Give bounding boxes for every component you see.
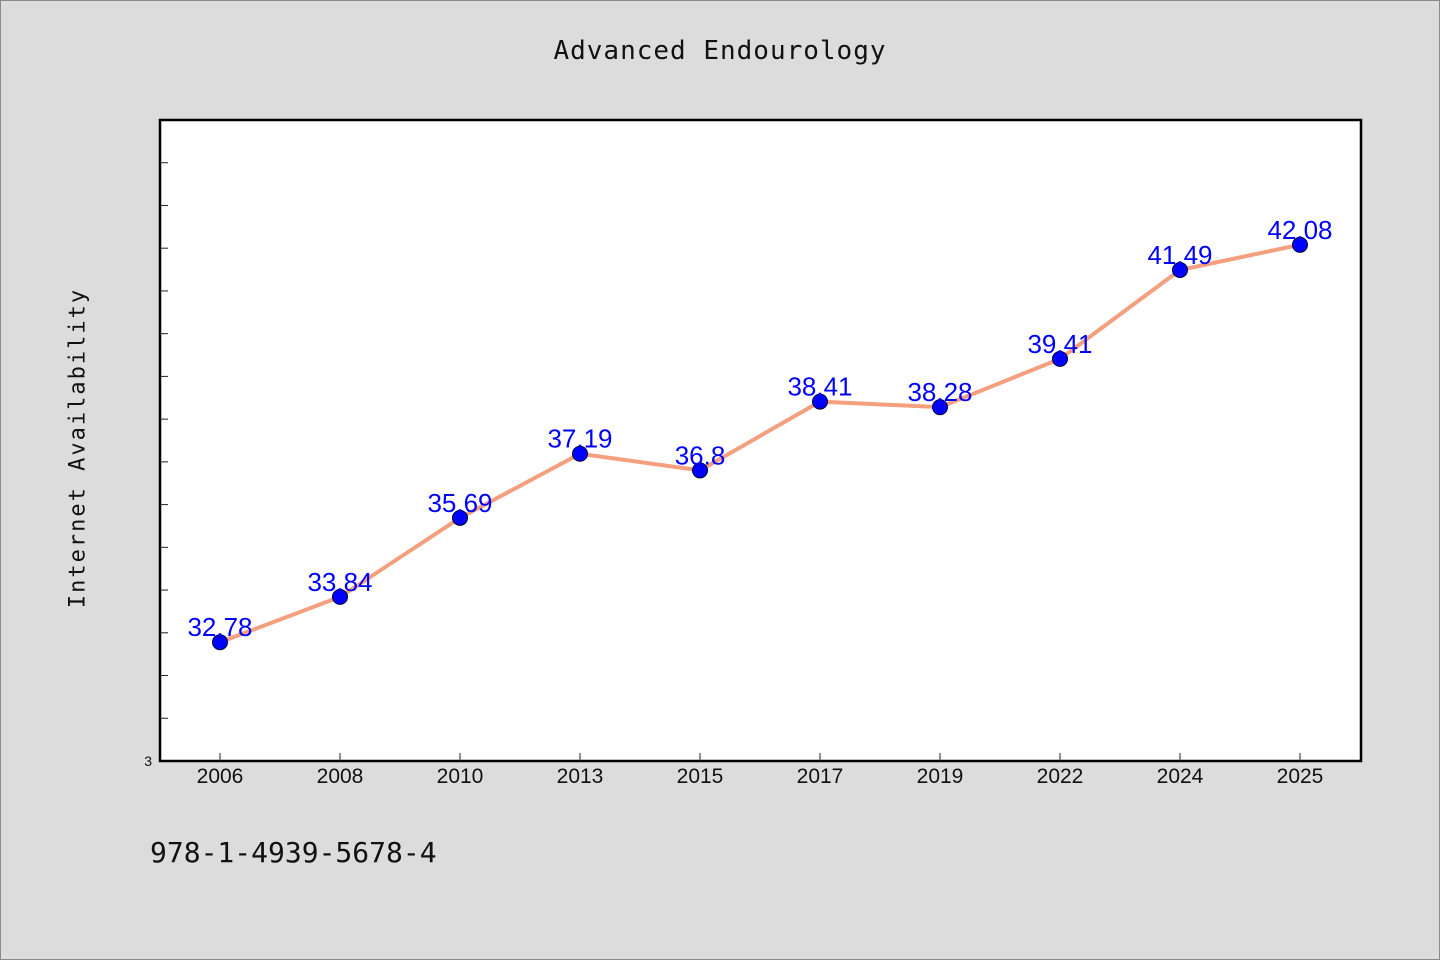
x-tick-label: 2015 bbox=[677, 765, 724, 788]
x-tick-label: 2025 bbox=[1277, 765, 1324, 788]
data-point bbox=[452, 509, 468, 526]
data-point bbox=[1052, 350, 1068, 367]
y-tick-label: 3 bbox=[144, 753, 152, 769]
series-line bbox=[218, 242, 1302, 645]
data-label: 32.78 bbox=[187, 612, 252, 642]
x-tick-label: 2019 bbox=[917, 765, 964, 788]
data-labels: 32.78 33.84 35.69 37.19 36.8 38.41 38.28 39.41 4… bbox=[187, 215, 1332, 642]
data-label: 38.28 bbox=[907, 377, 972, 407]
data-label: 33.84 bbox=[307, 567, 372, 597]
isbn-footer: 978-1-4939-5678-4 bbox=[150, 836, 437, 869]
data-point bbox=[932, 399, 948, 416]
x-tick-label: 2013 bbox=[557, 765, 604, 788]
data-label: 35.69 bbox=[427, 488, 492, 518]
data-point bbox=[332, 588, 348, 605]
data-point bbox=[812, 393, 828, 410]
data-label: 38.41 bbox=[787, 372, 852, 402]
data-label: 37.19 bbox=[547, 424, 612, 454]
x-tick-label: 2017 bbox=[797, 765, 844, 788]
data-point bbox=[1172, 261, 1188, 278]
chart-title: Advanced Endourology bbox=[553, 36, 887, 66]
data-label: 42.08 bbox=[1267, 215, 1332, 245]
x-tick-label: 2024 bbox=[1157, 765, 1204, 788]
x-tick-label: 2010 bbox=[437, 765, 484, 788]
data-label: 41.49 bbox=[1147, 240, 1212, 270]
x-tick-label: 2006 bbox=[197, 765, 244, 788]
x-tick-label: 2008 bbox=[317, 765, 364, 788]
x-tick-label: 2022 bbox=[1037, 765, 1084, 788]
data-label: 39.41 bbox=[1027, 329, 1092, 359]
y-axis-ticks: 3 bbox=[144, 162, 168, 769]
series-layer bbox=[212, 236, 1308, 651]
data-point bbox=[212, 634, 228, 651]
data-point bbox=[572, 445, 588, 462]
x-axis-ticks: 2006 2008 2010 2013 2015 2017 2019 2022 2024 2025 bbox=[197, 753, 1324, 788]
data-point bbox=[1292, 236, 1308, 253]
data-label: 36.8 bbox=[675, 440, 726, 470]
data-point bbox=[692, 462, 708, 479]
plot-area bbox=[158, 118, 1363, 763]
